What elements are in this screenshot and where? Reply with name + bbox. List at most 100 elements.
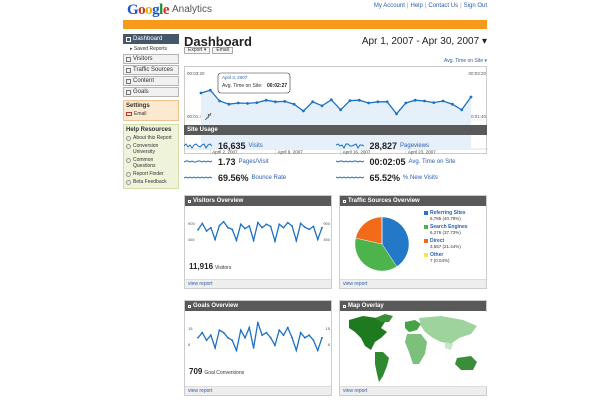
data-point[interactable] xyxy=(292,102,296,106)
data-point[interactable] xyxy=(376,100,380,104)
data-point[interactable] xyxy=(282,334,285,337)
settings-email-link[interactable]: Email xyxy=(126,111,176,117)
data-point[interactable] xyxy=(339,108,343,112)
help-item-about[interactable]: About this Report xyxy=(126,135,176,141)
data-point[interactable] xyxy=(236,101,240,105)
data-point[interactable] xyxy=(255,101,259,104)
data-point[interactable] xyxy=(274,344,276,347)
data-point[interactable] xyxy=(299,222,302,225)
data-point[interactable] xyxy=(299,331,302,334)
data-point[interactable] xyxy=(278,223,281,226)
data-point[interactable] xyxy=(252,346,255,349)
data-point[interactable] xyxy=(274,240,276,243)
data-point[interactable] xyxy=(209,226,212,229)
help-item-common-questions[interactable]: Common Questions xyxy=(126,157,176,169)
data-point[interactable] xyxy=(201,331,204,334)
data-point[interactable] xyxy=(214,346,217,349)
data-point[interactable] xyxy=(197,228,199,231)
view-report-link[interactable]: view report xyxy=(340,279,486,288)
data-point[interactable] xyxy=(278,329,281,332)
data-point[interactable] xyxy=(283,100,287,103)
data-point[interactable] xyxy=(303,336,306,339)
traffic-pie-chart[interactable] xyxy=(342,207,422,281)
data-point[interactable] xyxy=(264,98,268,102)
data-point[interactable] xyxy=(197,336,199,339)
data-point[interactable] xyxy=(348,99,352,102)
pageviews-link[interactable]: Pageviews xyxy=(400,143,430,149)
data-point[interactable] xyxy=(308,228,311,231)
legend-name[interactable]: Other xyxy=(430,252,444,258)
data-point[interactable] xyxy=(248,326,251,329)
world-map[interactable] xyxy=(341,312,487,386)
legend-name[interactable]: Search Engines xyxy=(430,224,468,230)
data-point[interactable] xyxy=(320,104,324,108)
sidebar-item-visitors[interactable]: Visitors xyxy=(123,54,179,64)
legend-name[interactable]: Direct xyxy=(430,238,445,244)
data-point[interactable] xyxy=(286,221,289,224)
data-point[interactable] xyxy=(239,329,242,332)
data-point[interactable] xyxy=(256,221,259,224)
help-item-beta-feedback[interactable]: Beta Feedback xyxy=(126,179,176,185)
view-report-link[interactable]: view report xyxy=(185,386,331,395)
bounce-rate-link[interactable]: Bounce Rate xyxy=(251,175,287,181)
data-point[interactable] xyxy=(302,109,305,113)
data-point[interactable] xyxy=(222,331,225,334)
data-point[interactable] xyxy=(261,226,264,229)
data-point[interactable] xyxy=(239,223,242,226)
data-point[interactable] xyxy=(231,339,234,342)
data-point[interactable] xyxy=(404,101,408,105)
data-point[interactable] xyxy=(395,112,398,116)
data-point[interactable] xyxy=(261,334,264,337)
visitors-chart[interactable]: 900 450 900 450 xyxy=(186,209,332,257)
contact-us-link[interactable]: Contact Us xyxy=(428,3,459,9)
data-point[interactable] xyxy=(303,226,306,229)
my-account-link[interactable]: My Account xyxy=(373,3,405,9)
data-point[interactable] xyxy=(282,226,285,229)
data-point[interactable] xyxy=(205,339,208,342)
avg-time-link[interactable]: Avg. Time on Site xyxy=(408,159,456,165)
data-point[interactable] xyxy=(385,100,389,104)
data-point[interactable] xyxy=(311,100,315,104)
data-point[interactable] xyxy=(235,349,238,352)
view-report-link[interactable]: view report xyxy=(185,279,331,288)
data-point[interactable] xyxy=(199,91,203,95)
email-button[interactable]: Email xyxy=(212,47,233,54)
data-point[interactable] xyxy=(231,228,234,231)
data-point[interactable] xyxy=(291,336,293,339)
data-point[interactable] xyxy=(201,222,204,225)
help-item-conversion-university[interactable]: Conversion University xyxy=(126,143,176,155)
data-point[interactable] xyxy=(244,227,246,230)
data-point[interactable] xyxy=(252,239,255,242)
data-point[interactable] xyxy=(441,99,445,103)
data-point[interactable] xyxy=(286,326,289,329)
data-point[interactable] xyxy=(295,349,298,352)
data-point[interactable] xyxy=(312,225,315,228)
metric-selector[interactable]: Avg. Time on Site ▾ xyxy=(444,58,487,64)
data-point[interactable] xyxy=(274,100,277,104)
data-point[interactable] xyxy=(248,225,251,227)
data-point[interactable] xyxy=(218,329,221,332)
export-button[interactable]: Export ▾ xyxy=(184,47,211,54)
data-point[interactable] xyxy=(321,226,323,229)
data-point[interactable] xyxy=(316,238,319,241)
data-point[interactable] xyxy=(208,88,212,92)
data-point[interactable] xyxy=(227,336,229,339)
data-point[interactable] xyxy=(218,99,222,103)
data-point[interactable] xyxy=(246,102,249,105)
data-point[interactable] xyxy=(218,224,221,227)
data-point[interactable] xyxy=(469,95,473,99)
data-point[interactable] xyxy=(357,98,361,102)
data-point[interactable] xyxy=(423,99,426,103)
google-analytics-logo[interactable]: Google Analytics xyxy=(127,2,212,18)
data-point[interactable] xyxy=(235,239,238,242)
pages-visit-link[interactable]: Pages/Visit xyxy=(238,159,269,165)
sidebar-item-traffic-sources[interactable]: Traffic Sources xyxy=(123,65,179,75)
data-point[interactable] xyxy=(269,225,272,228)
data-point[interactable] xyxy=(256,321,259,324)
data-point[interactable] xyxy=(432,101,436,104)
pie-slice-direct[interactable] xyxy=(355,216,383,245)
data-point[interactable] xyxy=(312,339,315,342)
data-point[interactable] xyxy=(329,98,333,102)
sign-out-link[interactable]: Sign Out xyxy=(463,3,487,9)
data-point[interactable] xyxy=(321,336,323,339)
